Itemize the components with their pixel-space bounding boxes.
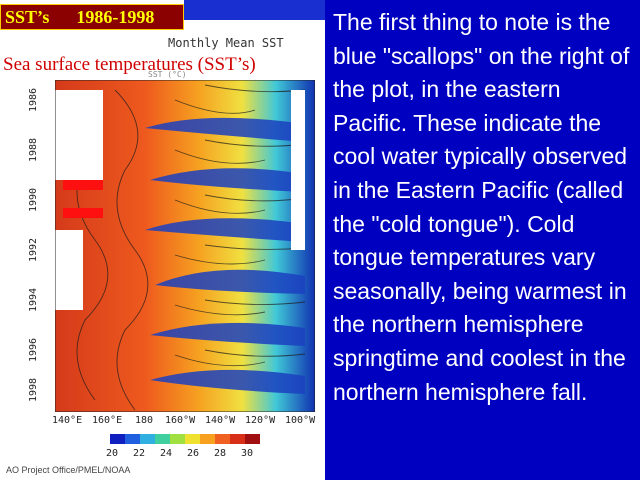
plot-title: Monthly Mean SST [168,36,284,50]
faint-label: SST (°C) [148,70,187,79]
colorbar-label: 30 [241,448,254,459]
y-tick: 1990 [28,187,39,212]
colorbar-label: 26 [187,448,200,459]
missing-data-patch [55,90,103,180]
x-tick: 120°W [245,415,276,426]
contour-lines [74,84,306,411]
body-text: The first thing to note is the blue "sca… [333,9,630,405]
y-tick: 1986 [28,87,39,112]
sst-hovmoller-plot [55,80,315,412]
colorbar-label: 20 [106,448,119,459]
highlight-bar [63,180,103,190]
slide-title: SST’s 1986-1998 [0,4,184,30]
header-bar [184,0,325,20]
credit-text: AO Project Office/PMEL/NOAA [6,465,131,475]
x-tick: 140°W [205,415,236,426]
colorbar-label: 28 [214,448,227,459]
highlight-bar [63,208,103,218]
y-tick: 1988 [28,137,39,162]
y-tick: 1996 [28,337,39,362]
cold-tongue-scallops [145,117,305,394]
x-tick: 140°E [52,415,83,426]
x-tick: 160°W [165,415,196,426]
colorbar [110,434,260,444]
y-tick: 1998 [28,377,39,402]
x-tick: 100°W [285,415,316,426]
y-tick: 1992 [28,237,39,262]
figure-panel: SST’s 1986-1998 Monthly Mean SST Sea sur… [0,0,325,480]
colorbar-label: 22 [133,448,146,459]
x-tick: 160°E [92,415,123,426]
subtitle: Sea surface temperatures (SST’s) [3,54,256,75]
y-tick: 1994 [28,287,39,312]
colorbar-label: 24 [160,448,173,459]
missing-data-patch [55,230,83,310]
x-tick: 180 [135,415,154,426]
missing-data-patch [291,90,305,250]
